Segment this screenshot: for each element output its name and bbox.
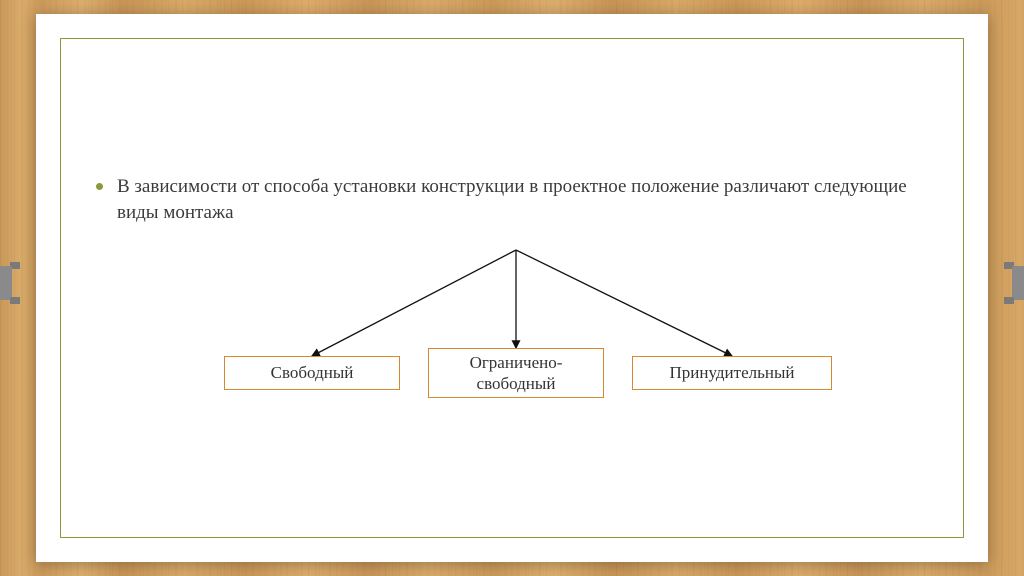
tree-node-label: Свободный — [271, 362, 354, 383]
tree-diagram: Свободный Ограничено-свободный Принудитель… — [166, 244, 866, 444]
tree-node-label: Ограничено-свободный — [435, 352, 597, 395]
bullet-icon — [96, 183, 103, 190]
diagram-lines — [166, 244, 866, 364]
tree-node: Свободный — [224, 356, 400, 390]
prev-slide-handle[interactable] — [0, 258, 18, 308]
bullet-text: В зависимости от способа установки конст… — [117, 174, 928, 226]
slide-card: В зависимости от способа установки конст… — [36, 14, 988, 562]
tree-node: Принудительный — [632, 356, 832, 390]
bullet-item: В зависимости от способа установки конст… — [96, 174, 928, 226]
next-slide-handle[interactable] — [1006, 258, 1024, 308]
tree-node: Ограничено-свободный — [428, 348, 604, 398]
content-area: В зависимости от способа установки конст… — [96, 174, 928, 226]
tree-node-label: Принудительный — [670, 362, 795, 383]
